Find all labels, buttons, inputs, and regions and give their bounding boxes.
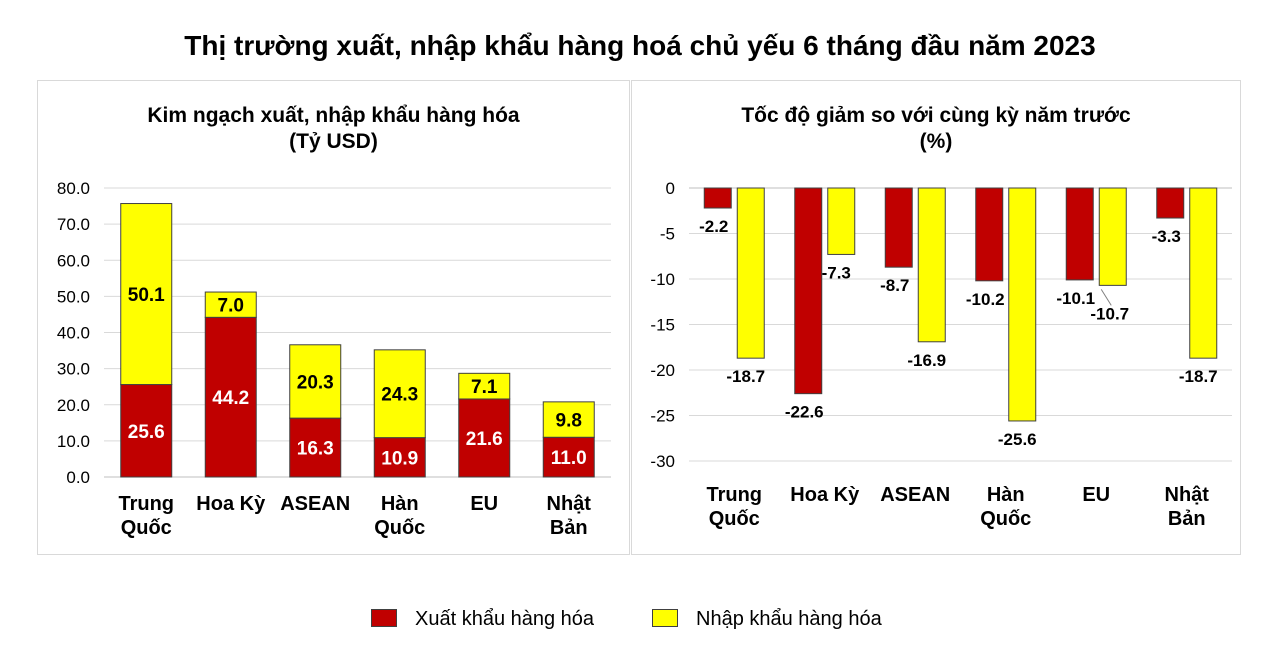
data-label-import: 20.3 — [297, 372, 334, 393]
x-tick-label: Quốc — [709, 508, 760, 530]
data-label-import: -18.7 — [726, 367, 765, 386]
data-label-import: 9.8 — [556, 411, 582, 432]
y-tick-label: 20.0 — [57, 396, 90, 415]
bar-import-eu — [458, 372, 511, 400]
x-tick-label: Quốc — [374, 517, 425, 539]
bar-import-han-quoc — [373, 349, 426, 439]
legend-swatch-export — [371, 609, 397, 627]
y-tick-label: -20 — [650, 361, 675, 380]
data-label-import: -10.7 — [1090, 304, 1129, 323]
bar-import-trung-quoc — [120, 203, 173, 386]
y-tick-label: 40.0 — [57, 324, 90, 343]
bar-import-nhat-ban — [1189, 187, 1218, 359]
bar-export-nhat-ban — [542, 436, 595, 478]
export-import-value-panel: Kim ngạch xuất, nhập khẩu hàng hóa (Tỷ U… — [37, 80, 630, 555]
y-tick-label: 30.0 — [57, 360, 90, 379]
bar-export-trung-quoc — [120, 384, 173, 478]
right-chart-title-text: Tốc độ giảm so với cùng kỳ năm trước — [741, 104, 1131, 127]
left-chart-title: Kim ngạch xuất, nhập khẩu hàng hóa (Tỷ U… — [38, 103, 629, 155]
data-label-export: -2.2 — [699, 217, 728, 236]
legend: Xuất khẩu hàng hóa Nhập khẩu hàng hóa — [0, 607, 1280, 631]
bar-export-trung-quoc — [703, 187, 732, 209]
data-label-export: -22.6 — [785, 403, 824, 422]
data-label-export: 21.6 — [466, 429, 503, 450]
y-tick-label: 50.0 — [57, 287, 90, 306]
data-label-export: -10.1 — [1056, 289, 1095, 308]
x-tick-label: ASEAN — [880, 484, 950, 506]
bar-export-hoa-ky — [204, 316, 257, 478]
x-tick-label: EU — [1082, 484, 1110, 506]
y-tick-label: -25 — [650, 407, 675, 426]
x-tick-label: Quốc — [980, 508, 1031, 530]
data-label-import: -25.6 — [998, 430, 1037, 449]
bar-export-han-quoc — [975, 187, 1004, 282]
bar-import-asean — [917, 187, 946, 343]
bar-import-hoa-ky — [204, 291, 257, 318]
x-tick-label: Hoa Kỳ — [196, 493, 266, 515]
bar-export-nhat-ban — [1156, 187, 1185, 219]
x-tick-label: Bản — [1168, 508, 1206, 530]
data-label-leader — [1100, 289, 1112, 306]
data-label-export: -3.3 — [1152, 227, 1181, 246]
data-label-export: -8.7 — [880, 276, 909, 295]
bar-import-nhat-ban — [542, 401, 595, 438]
bar-import-asean — [289, 344, 342, 419]
x-tick-label: Hàn — [381, 493, 419, 515]
y-tick-label: 0.0 — [66, 468, 90, 487]
data-label-import: 7.1 — [471, 377, 498, 398]
data-label-export: 44.2 — [212, 388, 249, 409]
bar-export-asean — [289, 417, 342, 478]
x-tick-label: Hàn — [987, 484, 1025, 506]
data-label-import: -7.3 — [822, 263, 851, 282]
y-tick-label: 10.0 — [57, 432, 90, 451]
right-clustered-bar-chart: 0-5-10-15-20-25-30-2.2-18.7TrungQuốc-22.… — [650, 179, 1232, 530]
right-chart-subtitle: (%) — [919, 130, 953, 153]
bar-export-eu — [1065, 187, 1094, 281]
right-chart-title: Tốc độ giảm so với cùng kỳ năm trước (%) — [632, 103, 1240, 155]
x-tick-label: Quốc — [121, 517, 172, 539]
y-tick-label: -15 — [650, 316, 675, 335]
bar-import-han-quoc — [1008, 187, 1037, 422]
bar-import-hoa-ky — [827, 187, 856, 255]
x-tick-label: EU — [470, 493, 498, 515]
x-tick-label: ASEAN — [280, 493, 350, 515]
data-label-import: 7.0 — [218, 296, 244, 317]
left-stacked-bar-chart: 0.0 10.0 20.0 30.0 40.0 50.0 60.0 70.0 80.0 25.6 5… — [57, 179, 611, 539]
data-label-import: 50.1 — [128, 285, 165, 306]
bar-import-trung-quoc — [736, 187, 765, 359]
y-tick-label: -10 — [650, 270, 675, 289]
data-label-import: 24.3 — [381, 385, 418, 406]
x-tick-label: Trung — [706, 484, 762, 506]
bar-export-hoa-ky — [794, 187, 823, 395]
bar-import-eu — [1098, 187, 1127, 286]
legend-label-import: Nhập khẩu hàng hóa — [696, 608, 882, 630]
decline-rate-panel: Tốc độ giảm so với cùng kỳ năm trước (%)… — [631, 80, 1241, 555]
legend-label-export: Xuất khẩu hàng hóa — [415, 608, 595, 630]
bar-export-asean — [884, 187, 913, 268]
x-tick-label: Nhật — [547, 493, 592, 515]
x-tick-label: Nhật — [1165, 484, 1210, 506]
data-label-export: 16.3 — [297, 439, 334, 460]
data-label-export: -10.2 — [966, 290, 1005, 309]
legend-swatch-import — [652, 609, 678, 627]
y-tick-label: 0 — [666, 179, 675, 198]
data-label-export: 11.0 — [551, 448, 587, 469]
data-label-export: 25.6 — [128, 422, 165, 443]
left-chart-title-text: Kim ngạch xuất, nhập khẩu hàng hóa — [147, 104, 520, 127]
y-tick-label: -5 — [660, 225, 675, 244]
bar-export-han-quoc — [373, 437, 426, 478]
left-chart-subtitle: (Tỷ USD) — [289, 130, 378, 153]
x-tick-label: Hoa Kỳ — [790, 484, 860, 506]
y-tick-label: 80.0 — [57, 179, 90, 198]
y-tick-label: 70.0 — [57, 215, 90, 234]
y-tick-label: 60.0 — [57, 251, 90, 270]
data-label-import: -16.9 — [907, 351, 946, 370]
data-label-import: -18.7 — [1179, 367, 1218, 386]
x-tick-label: Bản — [550, 517, 588, 539]
page-title: Thị trường xuất, nhập khẩu hàng hoá chủ … — [184, 30, 1096, 61]
bar-export-eu — [458, 398, 511, 478]
x-tick-label: Trung — [118, 493, 174, 515]
y-tick-label: -30 — [650, 452, 675, 471]
data-label-export: 10.9 — [381, 448, 418, 469]
